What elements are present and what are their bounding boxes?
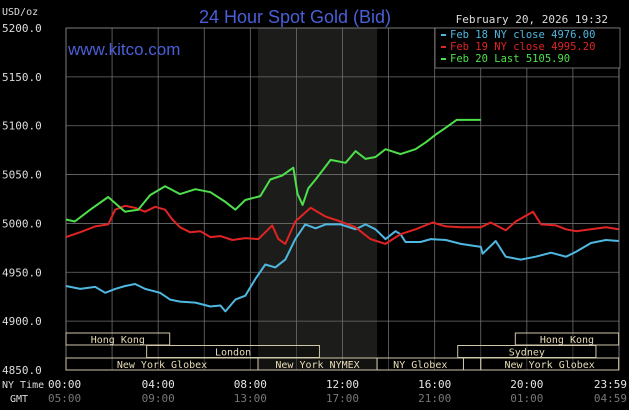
grid [65,27,620,371]
y-axis-label: USD/oz [2,7,38,18]
y-tick-label: 4950.0 [2,266,42,279]
legend-entry: Feb 19 NY close 4995.20 [450,41,595,53]
gmt-time-tick: 21:00 [418,392,451,405]
y-tick-label: 5150.0 [2,71,42,84]
session-label: Hong Kong [91,335,145,346]
series-line-feb-20 [65,118,481,223]
gmt-time-tick: 13:00 [234,392,267,405]
gmt-time-tick: 04:59 [594,392,627,405]
session-label: NY Globex [393,360,447,371]
y-tick-label: 5000.0 [2,217,42,230]
y-tick-label: 4850.0 [2,364,42,377]
ny-time-tick: 04:00 [142,378,175,391]
chart-title: 24 Hour Spot Gold (Bid) [199,7,391,27]
series-line-feb-19 [65,204,619,245]
series-lines [65,118,619,313]
y-tick-label: 5200.0 [2,22,42,35]
session-box [480,357,620,371]
gmt-time-tick: 17:00 [326,392,359,405]
legend-swatch [441,34,446,36]
legend-entry: Feb 20 Last 5105.90 [450,53,570,65]
session-label: Sydney [509,348,545,359]
session-label: New York Globex [505,360,595,371]
gmt-label: GMT [10,394,28,405]
session-label: London [215,348,251,359]
y-axis-ticks: 5200.0 5150.0 5100.0 5050.0 5000.0 4950.0 4900… [2,22,42,377]
session-label: New York NYMEX [275,360,359,371]
y-tick-label: 5100.0 [2,120,42,133]
ny-time-tick: 12:00 [326,378,359,391]
legend-swatch [441,46,446,48]
legend-swatch [441,58,446,60]
ny-time-tick: 16:00 [418,378,451,391]
ny-time-tick: 23:59 [594,378,627,391]
kitco-watermark: www.kitco.com [67,40,180,59]
session-box [65,332,171,346]
ny-time-tick: 00:00 [48,378,81,391]
gmt-time-tick: 05:00 [48,392,81,405]
gmt-time-tick: 01:00 [510,392,543,405]
nymex-shaded-period [258,28,378,370]
ny-time-label: NY Time [2,380,44,391]
legend-box [434,27,621,69]
session-label: Hong Kong [540,335,594,346]
ny-time-tick: 20:00 [510,378,543,391]
timestamp: February 20, 2026 19:32 [456,13,608,26]
y-tick-label: 4900.0 [2,315,42,328]
series-line-feb-18 [65,223,619,313]
gmt-time-tick: 09:00 [142,392,175,405]
legend-entry: Feb 18 NY close 4976.00 [450,29,595,41]
session-label: New York Globex [117,360,207,371]
session-box [462,357,482,371]
y-tick-label: 5050.0 [2,169,42,182]
ny-time-tick: 08:00 [234,378,267,391]
